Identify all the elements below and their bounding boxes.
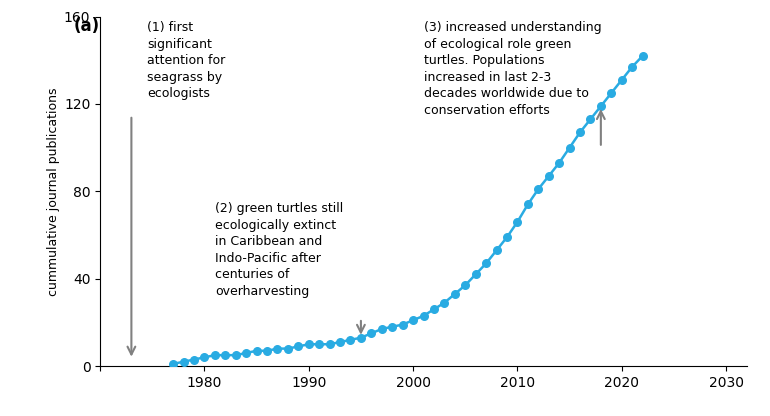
Point [386,324,398,330]
Point [167,361,179,367]
Text: (3) increased understanding
of ecological role green
turtles. Populations
increa: (3) increased understanding of ecologica… [424,21,601,116]
Point [615,77,628,83]
Point [240,349,253,356]
Point [553,160,565,166]
Point [543,173,555,179]
Point [250,347,263,354]
Point [397,321,409,328]
Point [407,317,419,324]
Point [480,260,492,267]
Point [313,341,326,348]
Point [365,330,377,337]
Point [271,345,283,352]
Point [574,129,586,136]
Point [584,116,597,123]
Point [334,339,346,345]
Y-axis label: cummulative journal publications: cummulative journal publications [47,87,60,296]
Text: (2) green turtles still
ecologically extinct
in Caribbean and
Indo-Pacific after: (2) green turtles still ecologically ext… [215,202,343,298]
Point [500,234,513,240]
Point [188,356,200,363]
Point [605,90,618,97]
Point [229,352,242,359]
Point [417,312,430,319]
Point [521,201,534,208]
Point [323,341,336,348]
Point [459,282,471,289]
Point [261,347,273,354]
Text: (1) first
significant
attention for
seagrass by
ecologists: (1) first significant attention for seag… [147,21,226,100]
Point [344,337,357,343]
Point [428,306,440,313]
Point [637,52,649,59]
Point [303,341,315,348]
Point [511,218,524,225]
Point [626,64,638,70]
Point [532,186,544,193]
Point [209,352,221,359]
Point [449,291,461,297]
Point [564,144,576,151]
Point [470,271,482,278]
Point [282,345,294,352]
Point [376,326,388,332]
Point [219,352,232,359]
Point [355,334,367,341]
Point [292,343,304,350]
Point [490,247,503,254]
Point [594,103,607,109]
Point [177,358,189,365]
Point [438,300,450,306]
Point [198,354,210,361]
Text: (a): (a) [74,17,100,35]
